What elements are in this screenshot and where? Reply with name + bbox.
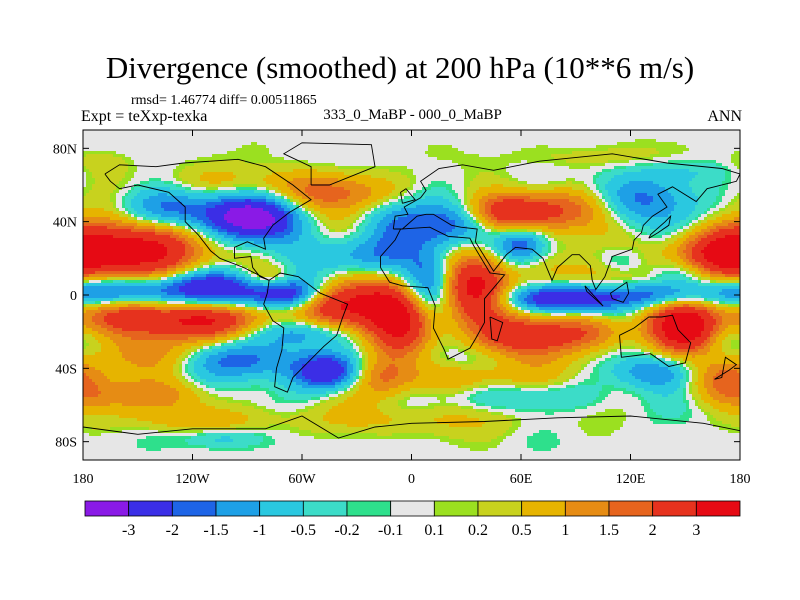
coastline [400,188,416,204]
season-label: ANN [707,108,742,125]
y-tick-label: 40S [55,362,77,377]
y-tick-label: 80S [55,436,77,451]
colorbar-label: 1.5 [599,522,619,539]
colorbar-swatch [302,500,348,517]
rmsd-diff-label: rmsd= 1.46774 diff= 0.00511865 [131,93,317,108]
chart-title: Divergence (smoothed) at 200 hPa (10**6 … [105,50,695,85]
coastline [714,356,738,380]
x-tick-label: 120E [616,472,646,487]
colorbar-label: 0.1 [424,522,444,539]
colorbar-label: -0.1 [378,522,403,539]
coastline [282,142,376,186]
colorbar-label: 3 [692,522,700,539]
coastline [584,285,604,307]
colorbar-label: 0.5 [512,522,532,539]
colorbar-label: -1.5 [203,522,228,539]
coastline [263,272,349,393]
continent-outlines [83,142,740,439]
x-tick-label: 0 [408,472,415,487]
colorbar-swatch [215,500,261,517]
colorbar-swatch [84,500,130,517]
coastline [648,214,672,239]
colorbar-swatch [346,500,392,517]
coastline [380,226,506,360]
coastline [609,281,630,303]
y-tick-label: 40N [53,216,77,231]
colorbar-swatch [652,500,697,517]
colorbar-swatch [477,500,523,517]
colorbar-label: -3 [122,522,135,539]
y-tick-label: 0 [70,289,77,304]
case-difference-label: 333_0_MaBP - 000_0_MaBP [323,107,502,123]
colorbar-swatch [695,500,741,517]
x-tick-label: 180 [73,472,94,487]
coastline [619,314,692,367]
colorbar-swatch [390,500,435,517]
x-tick-label: 180 [730,472,751,487]
colorbar-swatch [259,500,304,517]
map-axes: 180 120W 60W 0 60E 120E 180 80N 40N 0 40S 80S [53,130,751,487]
colorbar-swatch [521,500,566,517]
colorbar-label: 1 [561,522,569,539]
x-tick-label: 120W [175,472,210,487]
experiment-label: Expt = teXxp-texka [81,108,208,125]
x-tick-label: 60W [288,472,316,487]
colorbar-label: -0.2 [334,522,359,539]
colorbar-swatch [128,500,173,517]
colorbar-swatch [171,500,217,517]
colorbar-label: -0.5 [291,522,316,539]
coastline [83,415,740,439]
colorbar: -3 -2 -1.5 -1 -0.5 -0.2 -0.1 0.1 0.2 0.5 1 1.5 2 3 [84,500,741,539]
colorbar-label: -2 [166,522,179,539]
contour-fill-field [83,130,740,460]
colorbar-label: 2 [649,522,657,539]
coastline [392,153,740,291]
colorbar-swatch [564,500,610,517]
y-tick-label: 80N [53,142,77,157]
colorbar-swatch [608,500,654,517]
coastline [489,316,504,342]
colorbar-label: -1 [253,522,266,539]
x-tick-label: 60E [510,472,533,487]
colorbar-swatch [433,500,479,517]
colorbar-label: 0.2 [468,522,488,539]
coastline [104,158,312,281]
